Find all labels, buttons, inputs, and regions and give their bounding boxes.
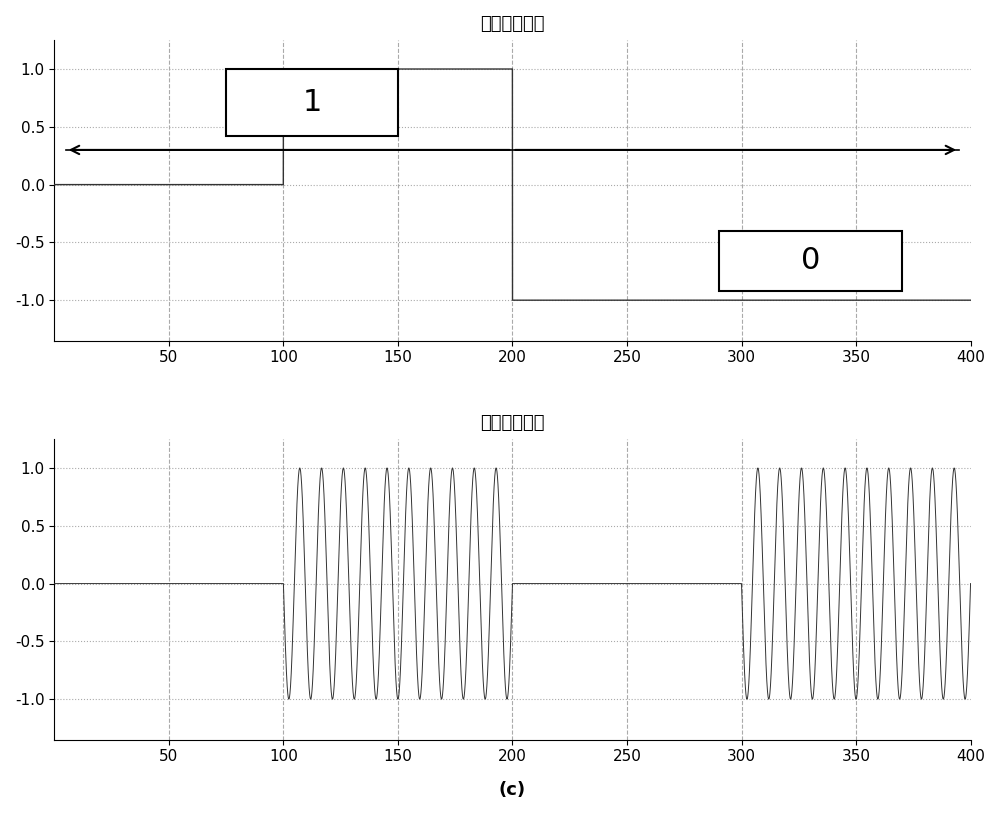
Title: 载波调制波形: 载波调制波形	[480, 414, 545, 432]
Text: 0: 0	[801, 247, 820, 275]
Bar	[719, 231, 902, 291]
Title: 基带调制脉冲: 基带调制脉冲	[480, 15, 545, 33]
Bar	[226, 69, 398, 136]
Text: 1: 1	[302, 88, 322, 117]
X-axis label: (c): (c)	[499, 781, 526, 799]
